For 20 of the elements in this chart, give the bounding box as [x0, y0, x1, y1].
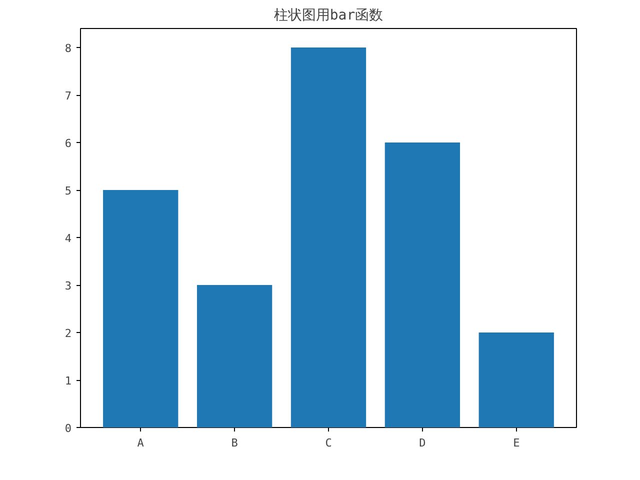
y-tick-label: 5 — [64, 184, 72, 198]
x-tick-label: B — [231, 436, 238, 450]
bar — [103, 190, 178, 428]
y-tick-label: 2 — [64, 327, 72, 340]
x-tick-label: E — [513, 436, 520, 450]
bar — [290, 48, 366, 428]
x-tick-label: C — [325, 436, 332, 450]
x-tick-label: D — [419, 436, 426, 450]
chart-title: 柱状图用bar函数 — [274, 8, 384, 24]
y-tick-label: 1 — [64, 374, 72, 388]
y-tick-label: 0 — [64, 422, 72, 435]
bar — [196, 285, 272, 428]
x-tick-label: A — [137, 436, 144, 450]
y-tick-label: 6 — [64, 137, 72, 150]
y-tick-label: 7 — [64, 90, 72, 102]
bar — [384, 142, 460, 428]
y-tick-label: 8 — [64, 42, 72, 55]
bar — [478, 332, 554, 428]
y-tick-label: 4 — [64, 232, 72, 245]
y-tick-label: 3 — [64, 280, 72, 292]
